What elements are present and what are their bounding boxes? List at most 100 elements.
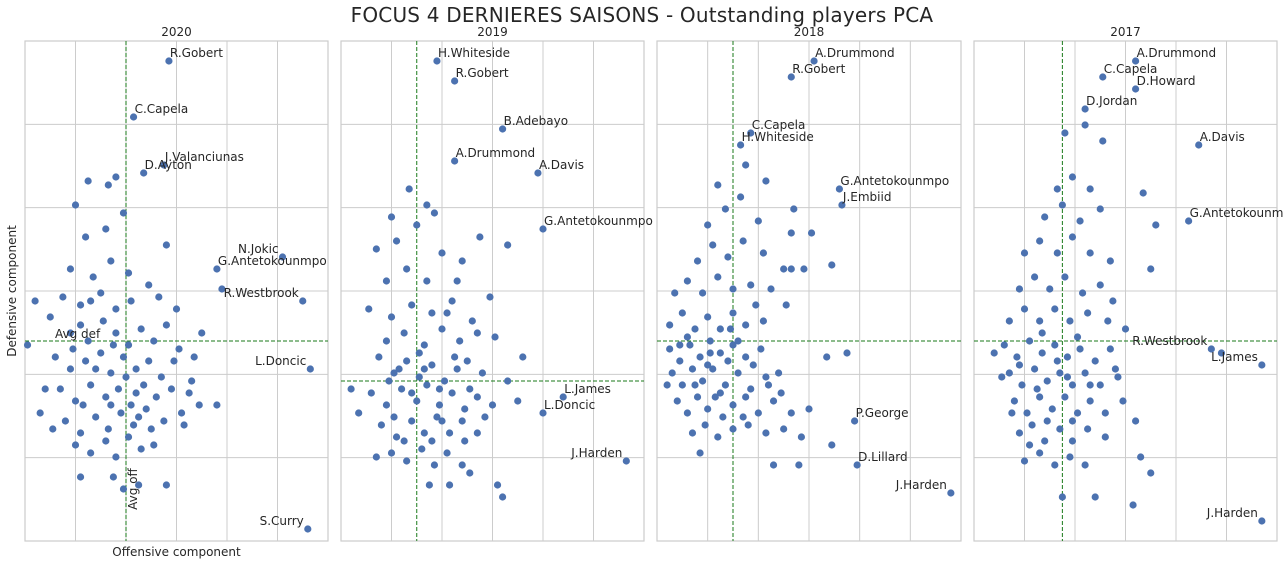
data-point <box>99 317 107 325</box>
data-point <box>453 277 461 285</box>
data-point <box>742 321 750 329</box>
panel-title: 2020 <box>161 25 192 39</box>
data-point <box>1063 353 1072 361</box>
data-point <box>420 365 428 373</box>
data-point <box>92 365 100 373</box>
point-label: P.George <box>856 406 909 420</box>
data-point <box>721 381 730 389</box>
data-point <box>1086 381 1094 389</box>
data-point <box>1104 317 1112 325</box>
point-label: C.Capela <box>1104 62 1158 76</box>
data-point <box>185 389 193 397</box>
data-point <box>519 353 527 361</box>
data-point <box>423 201 431 209</box>
data-point <box>463 357 471 365</box>
data-point <box>1051 305 1059 313</box>
labeled-point <box>451 157 459 165</box>
point-label: S.Curry <box>260 514 304 528</box>
data-point <box>491 333 499 341</box>
data-point <box>473 393 481 401</box>
data-point <box>666 345 674 353</box>
data-point <box>762 177 770 185</box>
data-point <box>385 377 393 385</box>
data-point <box>440 377 449 385</box>
data-point <box>140 381 148 389</box>
panel-title: 2017 <box>1110 25 1141 39</box>
point-label: G.Antetokounmpo <box>218 254 327 268</box>
data-point <box>787 265 795 273</box>
data-point <box>780 425 788 433</box>
data-point <box>742 161 750 169</box>
data-point <box>1015 361 1024 369</box>
data-point <box>466 469 474 477</box>
data-point <box>408 389 416 397</box>
data-point <box>704 313 712 321</box>
data-point <box>782 301 790 309</box>
data-point <box>160 417 168 425</box>
labeled-point <box>787 73 795 81</box>
data-point <box>1147 265 1155 273</box>
labeled-point <box>810 57 818 65</box>
data-point <box>387 449 396 457</box>
data-point <box>392 237 401 245</box>
data-point <box>61 417 69 425</box>
data-point <box>1036 237 1044 245</box>
data-point <box>699 289 707 297</box>
labeled-point <box>747 129 755 137</box>
point-label: N.Jokic <box>238 242 279 256</box>
data-point <box>109 341 117 349</box>
data-point <box>693 393 702 401</box>
data-point <box>704 361 712 369</box>
data-point <box>92 413 100 421</box>
data-point <box>124 341 133 349</box>
data-point <box>1036 317 1044 325</box>
data-point <box>1041 437 1049 445</box>
data-point <box>109 473 117 481</box>
data-point <box>762 373 770 381</box>
data-point <box>805 405 813 413</box>
point-label: D.Jordan <box>1086 94 1137 108</box>
data-point <box>102 225 110 233</box>
data-point <box>162 481 170 489</box>
data-point <box>504 241 512 249</box>
data-point <box>438 325 446 333</box>
data-point <box>706 349 714 357</box>
data-point <box>759 249 768 257</box>
data-point <box>742 353 750 361</box>
data-point <box>1086 249 1094 257</box>
labeled-point <box>622 457 630 465</box>
data-point <box>1152 221 1160 229</box>
data-point <box>408 417 416 425</box>
figure-suptitle: FOCUS 4 DERNIERES SAISONS - Outstanding … <box>350 3 934 27</box>
data-point <box>673 397 681 405</box>
data-point <box>514 397 522 405</box>
data-point <box>719 413 727 421</box>
point-label: B.Adebayo <box>504 114 568 128</box>
data-point <box>107 257 115 265</box>
data-point <box>456 337 464 345</box>
data-point <box>51 353 59 361</box>
labeled-point <box>737 141 745 149</box>
data-point <box>1068 233 1077 241</box>
data-point <box>1038 329 1046 337</box>
data-point <box>56 385 64 393</box>
data-point <box>1066 453 1074 461</box>
labeled-point <box>559 393 567 401</box>
data-point <box>714 433 722 441</box>
data-point <box>458 417 466 425</box>
data-point <box>157 373 165 381</box>
data-point <box>704 221 712 229</box>
data-point <box>769 461 778 469</box>
labeled-point <box>534 169 542 177</box>
data-point <box>97 289 105 297</box>
data-point <box>367 389 375 397</box>
data-point <box>145 281 153 289</box>
panel-2019: 2019 H.Whiteside R.Gobert B.Adebayo A.Drummo… <box>340 25 653 542</box>
data-point <box>433 413 441 421</box>
data-point <box>387 313 396 321</box>
data-point <box>150 441 158 449</box>
data-point <box>1020 305 1029 313</box>
x-axis-label: Offensive component <box>112 545 241 559</box>
data-point <box>1018 381 1026 389</box>
